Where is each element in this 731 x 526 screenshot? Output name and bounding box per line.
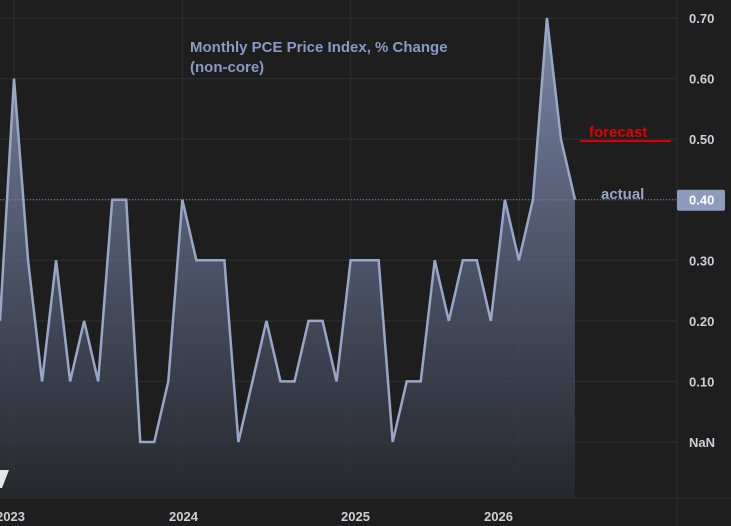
current-value-badge: 0.40 xyxy=(677,189,725,211)
legend-forecast-label: forecast xyxy=(589,124,647,141)
chart-title-line-2: (non-core) xyxy=(190,59,264,76)
x-tick-label: 2023 xyxy=(0,509,25,524)
legend-actual-label: actual xyxy=(601,186,644,203)
y-tick-label: 0.60 xyxy=(689,72,714,87)
y-axis: 0.70 0.60 0.50 0.30 0.20 0.10 NaN xyxy=(689,11,715,450)
y-tick-label: NaN xyxy=(689,435,715,450)
series-area xyxy=(0,17,577,498)
chart-title: Monthly PCE Price Index, % Change (non-c… xyxy=(190,39,448,76)
chart-title-line-1: Monthly PCE Price Index, % Change xyxy=(190,39,448,56)
current-value-badge-bg xyxy=(677,189,725,211)
current-value-badge-text: 0.40 xyxy=(689,193,714,208)
x-tick-label: 2025 xyxy=(341,509,370,524)
series-area-fill xyxy=(0,18,575,498)
y-tick-label: 0.70 xyxy=(689,11,714,26)
y-tick-label: 0.10 xyxy=(689,374,714,389)
y-tick-label: 0.20 xyxy=(689,314,714,329)
y-tick-label: 0.50 xyxy=(689,132,714,147)
series-line-actual xyxy=(0,17,577,444)
x-axis: 2023 2024 2025 2026 xyxy=(0,509,513,524)
x-tick-label: 2024 xyxy=(169,509,199,524)
y-tick-label: 0.30 xyxy=(689,253,714,268)
legend: forecast actual xyxy=(580,124,671,203)
logo-icon xyxy=(0,470,9,488)
x-tick-label: 2026 xyxy=(484,509,513,524)
